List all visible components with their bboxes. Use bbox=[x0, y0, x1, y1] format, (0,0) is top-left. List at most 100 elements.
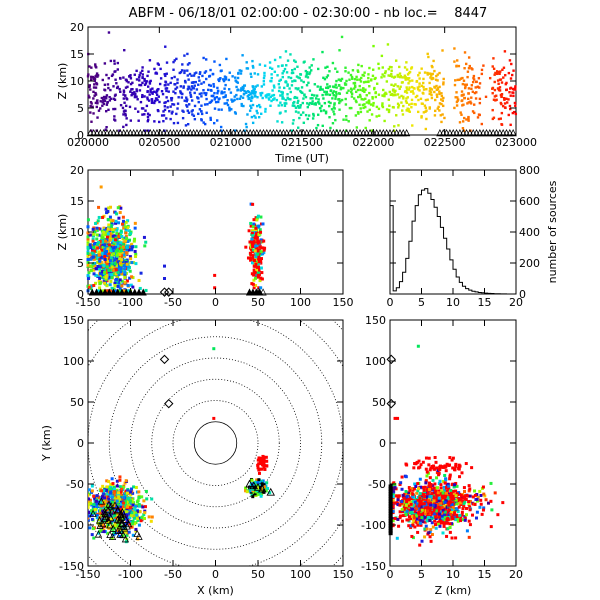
station-triangle bbox=[257, 484, 267, 493]
source-point bbox=[103, 269, 107, 273]
source-point bbox=[288, 87, 291, 90]
source-point bbox=[218, 77, 221, 81]
source-point bbox=[99, 271, 103, 275]
source-point bbox=[96, 75, 99, 78]
source-point bbox=[392, 88, 395, 91]
source-point bbox=[163, 108, 167, 112]
source-point bbox=[492, 57, 495, 60]
station-diamond bbox=[159, 354, 170, 365]
source-point bbox=[88, 492, 92, 496]
source-point bbox=[251, 495, 255, 499]
source-point bbox=[402, 496, 406, 500]
source-point bbox=[160, 90, 164, 93]
source-point bbox=[119, 103, 123, 107]
source-point bbox=[357, 112, 360, 115]
source-point bbox=[120, 487, 124, 491]
source-point bbox=[338, 92, 341, 95]
source-point bbox=[368, 85, 371, 88]
source-point bbox=[132, 92, 135, 96]
source-point bbox=[260, 112, 263, 115]
source-point bbox=[92, 257, 96, 261]
source-point bbox=[154, 97, 158, 100]
source-point bbox=[281, 95, 284, 99]
source-point bbox=[176, 102, 180, 105]
source-point bbox=[345, 118, 348, 121]
source-point bbox=[267, 94, 270, 97]
source-point bbox=[110, 286, 114, 290]
source-point bbox=[100, 489, 104, 493]
source-point bbox=[278, 86, 281, 89]
source-point bbox=[409, 524, 413, 528]
source-point bbox=[297, 76, 300, 79]
station-triangle bbox=[97, 288, 105, 296]
source-point bbox=[129, 77, 133, 80]
source-point bbox=[255, 268, 259, 272]
source-point bbox=[90, 120, 93, 123]
source-point bbox=[98, 258, 102, 262]
source-point bbox=[92, 86, 96, 89]
source-point bbox=[268, 61, 272, 64]
source-point bbox=[169, 81, 172, 85]
station-triangle bbox=[99, 519, 107, 528]
station-triangle bbox=[107, 502, 115, 510]
source-point bbox=[253, 483, 257, 487]
source-point bbox=[206, 103, 209, 106]
range-ring bbox=[193, 421, 238, 465]
y-tick-label: 150 bbox=[63, 314, 84, 327]
source-point bbox=[413, 510, 417, 514]
source-point bbox=[142, 107, 145, 110]
source-point bbox=[169, 117, 172, 121]
source-point bbox=[253, 72, 256, 75]
source-point bbox=[331, 61, 335, 65]
source-point bbox=[99, 511, 103, 515]
source-point bbox=[103, 281, 107, 285]
source-point bbox=[263, 74, 266, 77]
source-point bbox=[251, 103, 255, 107]
source-point bbox=[509, 123, 512, 127]
source-point bbox=[500, 123, 503, 126]
source-point bbox=[205, 111, 208, 115]
source-point bbox=[172, 121, 176, 125]
source-point bbox=[122, 110, 126, 113]
source-point bbox=[112, 246, 116, 250]
source-point bbox=[230, 98, 233, 101]
source-point bbox=[245, 91, 248, 95]
source-point bbox=[97, 279, 101, 283]
source-point bbox=[165, 87, 169, 90]
source-point bbox=[120, 495, 124, 499]
source-point bbox=[124, 510, 128, 514]
source-point bbox=[156, 98, 159, 102]
source-point bbox=[250, 99, 253, 102]
source-point bbox=[123, 266, 127, 270]
source-point bbox=[164, 87, 167, 90]
source-point bbox=[257, 257, 261, 261]
x-tick-label: -50 bbox=[164, 568, 182, 581]
source-point bbox=[107, 252, 111, 256]
source-point bbox=[364, 105, 367, 109]
source-point bbox=[156, 109, 160, 112]
source-point bbox=[323, 90, 326, 93]
source-point bbox=[125, 491, 129, 495]
source-point bbox=[496, 79, 500, 82]
source-point bbox=[259, 105, 262, 109]
source-point bbox=[507, 71, 511, 75]
source-point bbox=[381, 66, 384, 69]
source-point bbox=[159, 77, 163, 80]
source-point bbox=[115, 253, 119, 257]
source-point bbox=[107, 86, 110, 90]
source-point bbox=[108, 95, 111, 99]
source-point bbox=[183, 69, 186, 72]
source-point bbox=[456, 78, 459, 82]
source-point bbox=[112, 268, 116, 272]
source-point bbox=[95, 221, 99, 225]
source-point bbox=[107, 497, 111, 501]
source-point bbox=[113, 281, 117, 285]
source-point bbox=[133, 91, 136, 94]
source-point bbox=[390, 72, 393, 76]
source-point bbox=[129, 119, 133, 122]
source-point bbox=[360, 97, 363, 101]
source-point bbox=[118, 257, 122, 261]
source-point bbox=[127, 81, 130, 84]
source-point bbox=[257, 456, 261, 460]
source-point bbox=[443, 481, 447, 485]
